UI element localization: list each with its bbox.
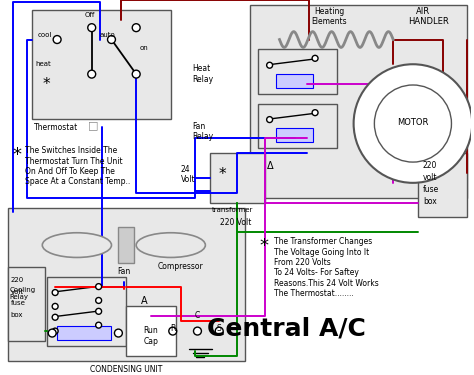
Text: auto: auto: [100, 32, 115, 38]
Text: box: box: [423, 196, 437, 206]
Text: R: R: [170, 324, 175, 333]
Text: *: *: [260, 237, 269, 255]
Text: 220: 220: [11, 277, 24, 283]
Text: C: C: [195, 311, 200, 320]
Text: volt: volt: [11, 289, 24, 295]
Text: 220 Volt: 220 Volt: [220, 218, 252, 227]
Text: Heating: Heating: [314, 7, 344, 16]
Bar: [8, 267, 45, 341]
Circle shape: [48, 329, 56, 337]
Bar: [210, 153, 264, 203]
Text: heat: heat: [36, 61, 51, 67]
Ellipse shape: [136, 233, 205, 258]
Bar: [126, 306, 176, 356]
Circle shape: [52, 290, 58, 296]
Text: Cooling
Relay: Cooling Relay: [9, 286, 36, 300]
Text: HANDLER: HANDLER: [408, 17, 449, 26]
Bar: [8, 207, 245, 361]
Text: Run
Cap: Run Cap: [144, 326, 158, 345]
Bar: [418, 153, 467, 218]
Bar: [47, 277, 126, 346]
Text: MOTOR: MOTOR: [397, 118, 428, 127]
Text: fuse: fuse: [423, 185, 439, 194]
Text: cool: cool: [37, 32, 52, 38]
Ellipse shape: [42, 233, 111, 258]
Circle shape: [96, 308, 101, 314]
Circle shape: [267, 62, 273, 68]
Circle shape: [96, 322, 101, 328]
Text: Central A/C: Central A/C: [207, 316, 366, 340]
Text: Volt: Volt: [181, 175, 195, 184]
Text: fuse: fuse: [11, 300, 26, 306]
Circle shape: [354, 64, 472, 183]
Text: □: □: [89, 121, 99, 130]
Text: transformer: transformer: [212, 207, 254, 213]
Bar: [258, 50, 337, 94]
Circle shape: [96, 297, 101, 303]
Bar: [118, 227, 134, 263]
Text: volt: volt: [423, 173, 438, 182]
Text: Compressor: Compressor: [158, 262, 203, 271]
Circle shape: [193, 327, 201, 335]
Circle shape: [88, 24, 96, 32]
Circle shape: [52, 328, 58, 334]
Circle shape: [52, 303, 58, 309]
Circle shape: [88, 70, 96, 78]
Circle shape: [374, 85, 451, 162]
Text: 24: 24: [181, 165, 190, 174]
Text: CONDENSING UNIT: CONDENSING UNIT: [90, 365, 163, 374]
Circle shape: [215, 327, 223, 335]
Text: AIR: AIR: [416, 7, 430, 16]
Text: Δ: Δ: [267, 161, 273, 171]
Circle shape: [96, 284, 101, 290]
Bar: [32, 10, 171, 118]
Text: Fan
Relay: Fan Relay: [192, 122, 214, 141]
Bar: [275, 129, 313, 142]
Text: Fan: Fan: [118, 267, 131, 276]
Bar: [275, 74, 313, 88]
Text: *: *: [218, 167, 226, 182]
Text: Elements: Elements: [311, 17, 346, 26]
Bar: [57, 326, 111, 340]
Circle shape: [312, 110, 318, 116]
Circle shape: [114, 329, 122, 337]
Text: box: box: [11, 312, 23, 318]
Text: A: A: [141, 297, 147, 306]
Circle shape: [312, 56, 318, 61]
Text: *: *: [42, 77, 50, 92]
Text: Thermostat: Thermostat: [35, 123, 79, 132]
Text: S: S: [217, 324, 221, 333]
Bar: [250, 5, 467, 198]
Circle shape: [108, 36, 116, 44]
Text: Off: Off: [84, 12, 95, 18]
Text: *: *: [13, 146, 22, 164]
Text: on: on: [139, 45, 148, 51]
Circle shape: [132, 24, 140, 32]
Text: 220: 220: [423, 161, 437, 170]
Text: The Transformer Changes
The Voltage Going Into It
From 220 Volts
To 24 Volts- Fo: The Transformer Changes The Voltage Goin…: [273, 237, 378, 298]
Bar: [258, 104, 337, 148]
Circle shape: [267, 117, 273, 123]
Circle shape: [52, 314, 58, 320]
Circle shape: [169, 327, 177, 335]
Text: The Switches Inside The
Thermostat Turn The Unit
On And Off To Keep The
Space At: The Switches Inside The Thermostat Turn …: [25, 146, 130, 186]
Circle shape: [132, 70, 140, 78]
Circle shape: [53, 36, 61, 44]
Text: Heat
Relay: Heat Relay: [192, 64, 214, 84]
